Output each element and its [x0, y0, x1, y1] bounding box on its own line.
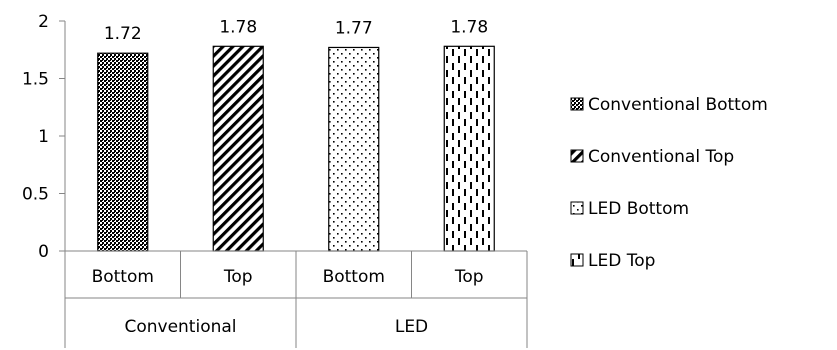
legend-swatch	[570, 253, 584, 267]
data-label: 1.72	[104, 24, 142, 44]
legend-label: Conventional Bottom	[588, 95, 768, 115]
x-group-label: Conventional	[124, 317, 236, 337]
data-labels: 1.72 1.78 1.77 1.78	[104, 17, 488, 44]
y-axis	[59, 20, 66, 252]
bar	[443, 45, 495, 252]
data-label: 1.78	[219, 17, 257, 37]
y-axis-tick-labels: 0 0.5 1 1.5 2	[22, 12, 49, 262]
x-axis	[64, 250, 528, 348]
bar-series	[97, 45, 495, 252]
bar	[97, 52, 149, 252]
x-group-labels: Conventional LED	[124, 317, 428, 337]
legend-swatch	[570, 201, 584, 215]
legend-swatch	[570, 97, 584, 111]
y-tick-label: 2	[38, 12, 49, 32]
y-tick-label: 1	[38, 127, 49, 147]
y-tick-label: 0.5	[22, 185, 49, 205]
legend-label: LED Bottom	[588, 199, 689, 219]
x-category-label: Bottom	[92, 267, 154, 287]
legend-label: LED Top	[588, 251, 655, 271]
data-label: 1.77	[335, 18, 373, 38]
legend-swatch	[570, 149, 584, 163]
x-category-label: Top	[223, 267, 253, 287]
bar	[328, 46, 380, 252]
x-group-label: LED	[395, 317, 428, 337]
legend: Conventional Bottom Conventional Top LED B…	[570, 95, 768, 271]
legend-label: Conventional Top	[588, 147, 734, 167]
bar	[212, 45, 264, 252]
x-category-label: Bottom	[323, 267, 385, 287]
data-label: 1.78	[450, 17, 488, 37]
x-category-label: Top	[454, 267, 484, 287]
y-tick-label: 0	[38, 242, 49, 262]
y-tick-label: 1.5	[22, 70, 49, 90]
x-category-labels: Bottom Top Bottom Top	[92, 267, 484, 287]
